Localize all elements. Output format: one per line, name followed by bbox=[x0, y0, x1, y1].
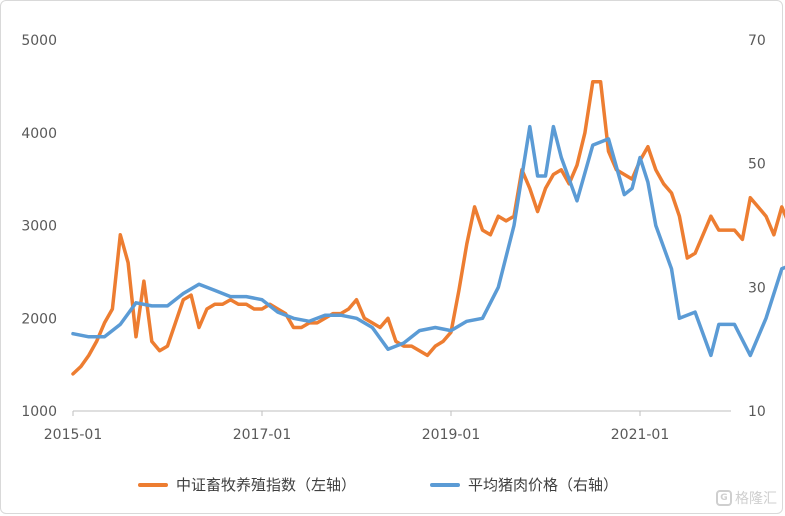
y-right-tick-label: 50 bbox=[748, 157, 766, 173]
watermark: G 格隆汇 bbox=[716, 488, 777, 508]
legend-item-pork-price: 平均猪肉价格（右轴） bbox=[430, 474, 618, 495]
y-left-tick-label: 5000 bbox=[21, 33, 57, 49]
y-right-tick-label: 10 bbox=[748, 404, 766, 420]
x-tick-label: 2019-01 bbox=[422, 427, 481, 443]
y-left-tick-label: 4000 bbox=[21, 126, 57, 142]
legend-label-pork-price: 平均猪肉价格（右轴） bbox=[468, 476, 619, 494]
y-right-tick-label: 70 bbox=[748, 33, 766, 49]
y-left-tick-label: 2000 bbox=[21, 311, 57, 327]
legend-item-livestock-index: 中证畜牧养殖指数（左轴） bbox=[138, 474, 356, 495]
legend-swatch-orange bbox=[138, 482, 168, 487]
chart-legend: 中证畜牧养殖指数（左轴） 平均猪肉价格（右轴） bbox=[0, 474, 785, 498]
pork-price-line bbox=[71, 124, 785, 358]
y-right-tick-label: 30 bbox=[748, 280, 766, 296]
x-tick-label: 2017-01 bbox=[233, 427, 292, 443]
x-tick-label: 2021-01 bbox=[611, 427, 670, 443]
watermark-logo-icon: G bbox=[716, 490, 732, 506]
y-left-tick-label: 1000 bbox=[21, 404, 57, 420]
legend-label-livestock-index: 中证畜牧养殖指数（左轴） bbox=[176, 476, 357, 494]
x-tick-label: 2015-01 bbox=[44, 427, 103, 443]
legend-swatch-blue bbox=[430, 482, 460, 487]
y-left-tick-label: 3000 bbox=[21, 219, 57, 235]
watermark-text: 格隆汇 bbox=[735, 491, 777, 507]
